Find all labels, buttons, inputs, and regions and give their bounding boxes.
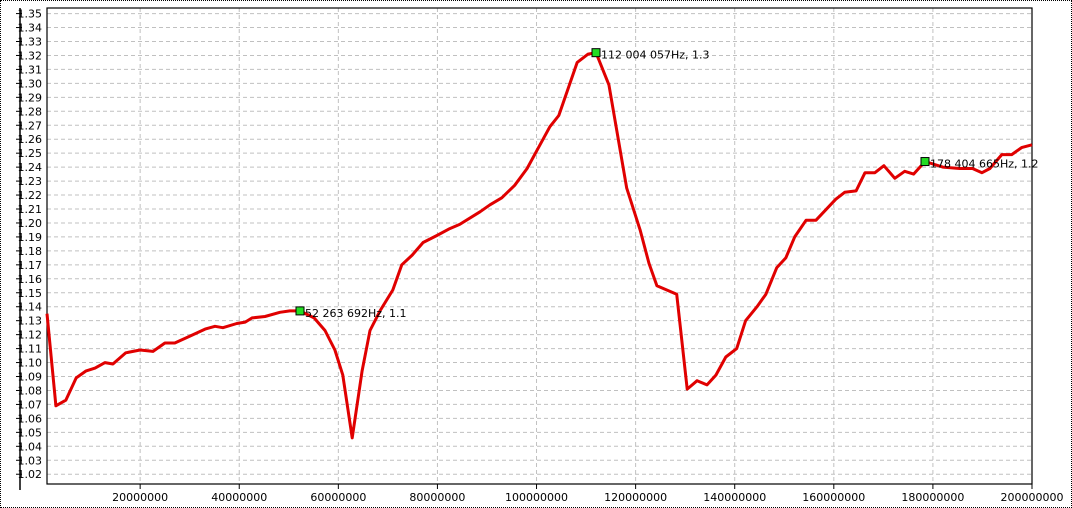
marker-label: 178 404 665Hz, 1.2 bbox=[930, 158, 1039, 171]
y-tick-label: 1.06 bbox=[18, 412, 43, 425]
y-tick-label: 1.09 bbox=[18, 371, 43, 384]
y-tick-label: 1.33 bbox=[18, 36, 43, 49]
y-tick-label: 1.02 bbox=[18, 468, 43, 481]
y-tick-label: 1.16 bbox=[18, 273, 43, 286]
y-tick-label: 1.26 bbox=[18, 133, 43, 146]
y-tick-label: 1.07 bbox=[18, 398, 43, 411]
y-tick-label: 1.24 bbox=[18, 161, 43, 174]
x-tick-label: 60000000 bbox=[310, 491, 366, 504]
x-tick-label: 80000000 bbox=[409, 491, 465, 504]
grid bbox=[47, 8, 1032, 484]
x-tick-label: 180000000 bbox=[901, 491, 964, 504]
y-tick-label: 1.08 bbox=[18, 384, 43, 397]
y-tick-label: 1.23 bbox=[18, 175, 43, 188]
marker-point bbox=[591, 48, 601, 58]
y-tick-label: 1.34 bbox=[18, 22, 43, 35]
series bbox=[45, 51, 1033, 440]
x-tick-label: 140000000 bbox=[703, 491, 766, 504]
x-tick-label: 20000000 bbox=[112, 491, 168, 504]
y-tick-label: 1.29 bbox=[18, 91, 43, 104]
y-tick-label: 1.20 bbox=[18, 217, 43, 230]
y-tick-label: 1.27 bbox=[18, 119, 43, 132]
y-tick-label: 1.11 bbox=[18, 343, 43, 356]
y-tick-label: 1.12 bbox=[18, 329, 43, 342]
y-tick-label: 1.10 bbox=[18, 357, 43, 370]
x-tick-label: 160000000 bbox=[802, 491, 865, 504]
y-tick-label: 1.32 bbox=[18, 49, 43, 62]
y-tick-label: 1.30 bbox=[18, 77, 43, 90]
y-tick-label: 1.03 bbox=[18, 454, 43, 467]
y-tick-label: 1.13 bbox=[18, 315, 43, 328]
x-tick-label: 120000000 bbox=[604, 491, 667, 504]
series-line bbox=[45, 51, 1033, 440]
axes: 1.021.031.041.051.061.071.081.091.101.11… bbox=[16, 7, 1064, 504]
x-tick-label: 100000000 bbox=[505, 491, 568, 504]
y-tick-label: 1.14 bbox=[18, 301, 43, 314]
y-tick-label: 1.25 bbox=[18, 147, 43, 160]
y-tick-label: 1.18 bbox=[18, 245, 43, 258]
markers: 52 263 692Hz, 1.1 112 004 057Hz, 1.3 178 4… bbox=[295, 48, 1039, 320]
plot-area bbox=[46, 7, 1033, 485]
y-tick-label: 1.15 bbox=[18, 287, 43, 300]
y-tick-label: 1.19 bbox=[18, 231, 43, 244]
marker-label: 52 263 692Hz, 1.1 bbox=[305, 307, 407, 320]
x-tick-label: 40000000 bbox=[211, 491, 267, 504]
marker-label: 112 004 057Hz, 1.3 bbox=[601, 49, 710, 62]
y-tick-label: 1.17 bbox=[18, 259, 43, 272]
y-tick-label: 1.22 bbox=[18, 189, 43, 202]
y-tick-label: 1.21 bbox=[18, 203, 43, 216]
y-tick-label: 1.04 bbox=[18, 440, 43, 453]
marker-point bbox=[295, 306, 305, 316]
y-tick-label: 1.31 bbox=[18, 63, 43, 76]
x-tick-label: 200000000 bbox=[1001, 491, 1064, 504]
y-tick-label: 1.35 bbox=[18, 8, 43, 21]
marker-point bbox=[920, 157, 930, 167]
y-tick-label: 1.28 bbox=[18, 105, 43, 118]
y-tick-label: 1.05 bbox=[18, 426, 43, 439]
